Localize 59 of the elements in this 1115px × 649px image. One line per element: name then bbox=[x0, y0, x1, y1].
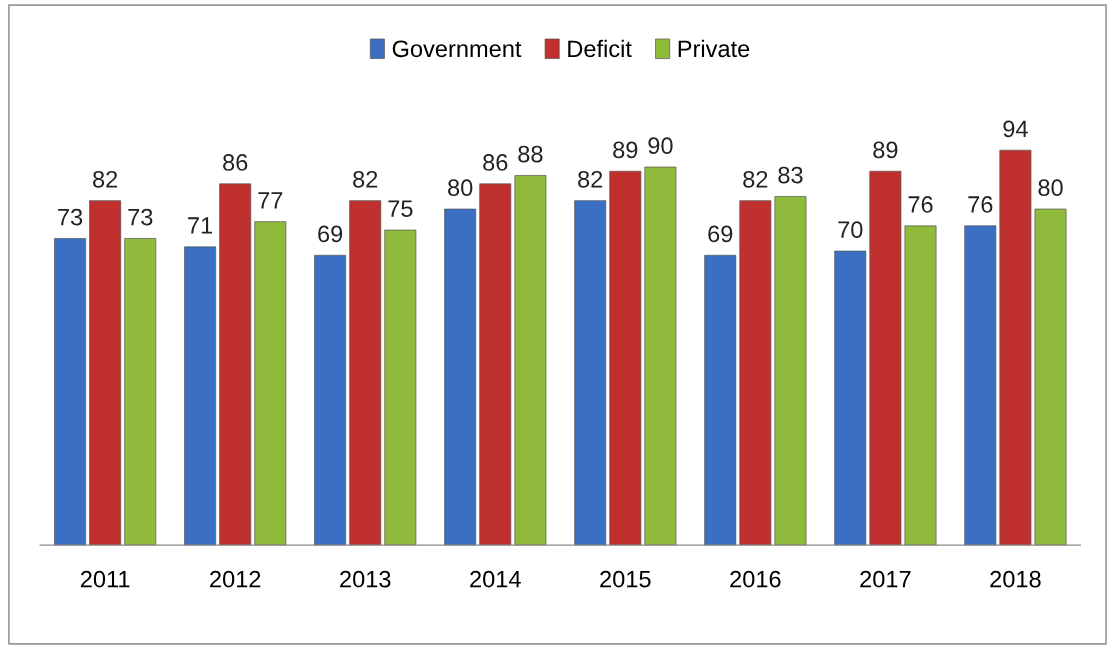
data-label: 75 bbox=[388, 200, 413, 218]
bar bbox=[254, 221, 287, 546]
data-label: 82 bbox=[743, 170, 768, 188]
data-label: 70 bbox=[838, 221, 863, 239]
data-label: 73 bbox=[128, 208, 153, 226]
bar bbox=[999, 149, 1032, 546]
data-label: 89 bbox=[613, 141, 638, 159]
bar bbox=[124, 238, 157, 546]
bar bbox=[219, 183, 252, 546]
data-label: 82 bbox=[93, 170, 118, 188]
bar bbox=[1034, 208, 1067, 546]
data-label: 80 bbox=[1038, 179, 1063, 197]
bar bbox=[834, 250, 867, 546]
bar bbox=[314, 254, 347, 546]
bar bbox=[574, 200, 607, 546]
data-label: 89 bbox=[873, 141, 898, 159]
bar bbox=[904, 225, 937, 546]
bar bbox=[869, 170, 902, 546]
legend-label: Deficit bbox=[568, 39, 632, 58]
data-label: 86 bbox=[483, 154, 508, 171]
data-label: 90 bbox=[648, 137, 673, 155]
x-tick-label: 2015 bbox=[600, 570, 651, 588]
bar bbox=[384, 229, 417, 546]
bar bbox=[609, 170, 642, 546]
data-label: 69 bbox=[318, 225, 343, 243]
data-label: 76 bbox=[908, 196, 933, 213]
x-tick-label: 2016 bbox=[730, 570, 781, 588]
data-label: 86 bbox=[223, 154, 248, 171]
data-label: 82 bbox=[578, 170, 603, 188]
x-tick-label: 2012 bbox=[210, 570, 261, 588]
data-label: 80 bbox=[448, 179, 473, 197]
bar bbox=[54, 238, 86, 546]
x-tick-label: 2011 bbox=[80, 570, 130, 588]
x-tick-label: 2013 bbox=[340, 570, 391, 588]
bar bbox=[774, 196, 807, 546]
bar bbox=[184, 246, 217, 546]
data-label: 77 bbox=[258, 192, 283, 209]
data-label: 88 bbox=[518, 145, 543, 163]
data-label: 82 bbox=[353, 170, 378, 188]
bar bbox=[739, 200, 772, 546]
data-label: 76 bbox=[968, 196, 993, 213]
data-label: 71 bbox=[188, 217, 213, 234]
bar bbox=[514, 175, 547, 546]
data-label: 69 bbox=[708, 225, 733, 243]
bar bbox=[644, 166, 677, 546]
bar bbox=[444, 208, 477, 546]
bar bbox=[704, 254, 737, 546]
x-tick-label: 2017 bbox=[860, 570, 911, 588]
data-label: 94 bbox=[1003, 120, 1028, 138]
legend-label: Private bbox=[678, 39, 750, 58]
x-tick-label: 2018 bbox=[990, 570, 1041, 588]
bar bbox=[479, 183, 512, 546]
data-label: 73 bbox=[58, 208, 83, 226]
bar bbox=[964, 225, 997, 546]
data-label: 83 bbox=[778, 166, 803, 184]
legend-label: Government bbox=[392, 40, 522, 58]
x-tick-label: 2014 bbox=[470, 570, 521, 588]
bar bbox=[349, 200, 382, 546]
bar bbox=[89, 200, 122, 546]
